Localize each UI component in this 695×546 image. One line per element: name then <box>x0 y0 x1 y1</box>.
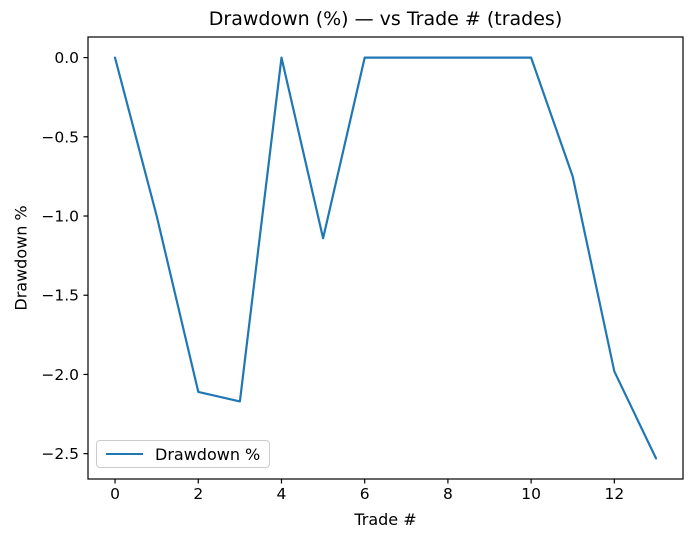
legend-line-sample <box>106 452 143 456</box>
y-tick-label: −1.0 <box>41 208 79 226</box>
legend-label: Drawdown % <box>155 444 261 464</box>
y-tick-label: −2.5 <box>41 445 79 463</box>
y-tick-label: −2.0 <box>41 366 79 384</box>
axes-frame <box>87 36 684 480</box>
drawdown-line <box>113 56 658 460</box>
legend: Drawdown % <box>96 440 271 468</box>
x-axis-label: Trade # <box>354 510 417 529</box>
y-tick-label: −0.5 <box>41 128 79 146</box>
y-axis-ticks: 0.0 −0.5 −1.0 −1.5 −2.0 −2.5 <box>41 49 88 463</box>
x-tick-label: 8 <box>443 485 453 503</box>
x-axis-ticks: 0 2 4 6 8 10 12 <box>110 479 624 503</box>
x-tick-label: 6 <box>360 485 370 503</box>
y-tick-label: −1.5 <box>41 287 79 305</box>
x-tick-label: 4 <box>277 485 287 503</box>
y-tick-label: 0.0 <box>54 49 79 67</box>
x-tick-label: 12 <box>604 485 624 503</box>
chart-title: Drawdown (%) — vs Trade # (trades) <box>208 8 563 30</box>
x-tick-label: 2 <box>193 485 203 503</box>
x-tick-label: 0 <box>110 485 120 503</box>
x-tick-label: 10 <box>521 485 541 503</box>
